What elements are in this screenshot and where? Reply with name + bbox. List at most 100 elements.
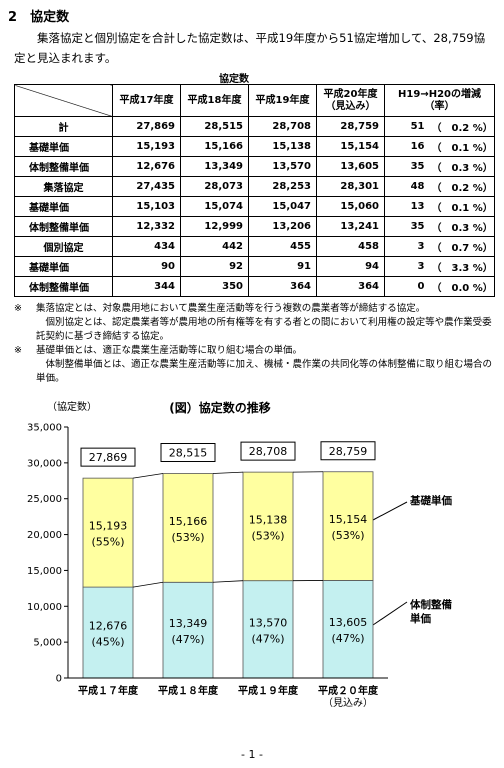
note-paragraph: 集落協定とは、対象農用地において農業生産活動等を行う複数の農業者等が締結する協定… bbox=[36, 303, 426, 314]
total-label: 27,869 bbox=[89, 451, 128, 464]
cell: 13,570 bbox=[248, 156, 317, 177]
x-tick-label: 平成１９年度 bbox=[238, 684, 299, 697]
corner-cell bbox=[14, 84, 113, 117]
column-label: 平成20年度 bbox=[323, 88, 378, 100]
value-label: 13,605 bbox=[329, 616, 368, 629]
rate-cell: （ 0.1 %） bbox=[429, 136, 496, 157]
share-label: (55%) bbox=[91, 536, 124, 549]
value-label: 15,138 bbox=[249, 513, 288, 526]
total-label: 28,515 bbox=[169, 447, 208, 460]
cell: 94 bbox=[316, 256, 385, 277]
cell: 344 bbox=[112, 276, 181, 297]
column-note: （率） bbox=[424, 100, 455, 112]
column-label: H19→H20の増減 bbox=[398, 88, 481, 100]
share-label: (53%) bbox=[251, 529, 284, 542]
bar-segment bbox=[82, 477, 134, 588]
y-tick-label: 5,000 bbox=[33, 638, 62, 649]
note-marker: ※ bbox=[14, 345, 22, 356]
cell: 455 bbox=[248, 236, 317, 257]
column-header: 平成19年度 bbox=[248, 84, 317, 117]
cell: 15,047 bbox=[248, 196, 317, 217]
column-header: 平成18年度 bbox=[180, 84, 249, 117]
bar-segment bbox=[322, 471, 374, 581]
row-label: 体制整備単価 bbox=[14, 216, 113, 237]
note-paragraph: 基礎単価とは、適正な農業生産活動等に取り組む場合の単価。 bbox=[36, 345, 303, 356]
table-row: 計 27,869 28,515 28,708 28,759 51 （ 0.2 %） bbox=[14, 116, 496, 137]
note-body: 基礎単価とは、適正な農業生産活動等に取り組む場合の単価。体制整備単価とは、適正な… bbox=[36, 344, 494, 386]
row-label: 個別協定 bbox=[14, 236, 113, 257]
y-tick-label: 20,000 bbox=[27, 530, 62, 541]
cell: 15,103 bbox=[112, 196, 181, 217]
table-row: 基礎単価 15,103 15,074 15,047 15,060 13 （ 0.1 %） bbox=[14, 196, 496, 217]
rate-cell: （ 0.2 %） bbox=[429, 176, 496, 197]
total-box bbox=[320, 441, 376, 461]
y-tick-label: 25,000 bbox=[27, 494, 62, 505]
column-header: 平成20年度 （見込み） bbox=[316, 84, 385, 117]
intro: 集落協定と個別協定を合計した協定数は、平成19年度から51協定増加して、28,7… bbox=[14, 31, 486, 65]
cell: 28,301 bbox=[316, 176, 385, 197]
rate-cell: （ 0.1 %） bbox=[429, 196, 496, 217]
value-label: 13,570 bbox=[249, 616, 288, 629]
rate-cell: （ 0.3 %） bbox=[429, 156, 496, 177]
cell: 92 bbox=[180, 256, 249, 277]
header-row: 平成17年度 平成18年度 平成19年度 平成20年度 （見込み） H19→H20の増減（… bbox=[14, 84, 496, 117]
table-row: 体制整備単価 12,332 12,999 13,206 13,241 35 （ 0.3 %） bbox=[14, 216, 496, 237]
cell: 12,676 bbox=[112, 156, 181, 177]
note-paragraph: 体制整備単価とは、適正な農業生産活動等に加え、機械・農作業の共同化等の体制整備に… bbox=[36, 359, 493, 384]
value-label: 15,166 bbox=[169, 515, 208, 528]
rate-cell: （ 0.3 %） bbox=[429, 216, 496, 237]
note-body: 集落協定とは、対象農用地において農業生産活動等を行う複数の農業者等が締結する協定… bbox=[36, 302, 494, 344]
cell: 15,060 bbox=[316, 196, 385, 217]
cell: 13,206 bbox=[248, 216, 317, 237]
change-cell: 16 bbox=[384, 136, 430, 157]
cell: 28,708 bbox=[248, 116, 317, 137]
value-label: 15,154 bbox=[329, 513, 368, 526]
cell: 15,193 bbox=[112, 136, 181, 157]
note: ※ 基礎単価とは、適正な農業生産活動等に取り組む場合の単価。体制整備単価とは、適正… bbox=[14, 344, 494, 386]
cell: 12,332 bbox=[112, 216, 181, 237]
table-row: 体制整備単価 12,676 13,349 13,570 13,605 35 （ 0.3 %） bbox=[14, 156, 496, 177]
cell: 442 bbox=[180, 236, 249, 257]
cell: 28,515 bbox=[180, 116, 249, 137]
share-label: (47%) bbox=[331, 632, 364, 645]
y-axis-label: （協定数） bbox=[47, 400, 97, 413]
table-row: 基礎単価 90 92 91 94 3 （ 3.3 %） bbox=[14, 256, 496, 277]
chart: (図）協定数の推移 （協定数） 0 5,000 10,000 15,000 20,000… bbox=[27, 400, 408, 709]
column-header: H19→H20の増減 （率） bbox=[383, 84, 496, 117]
column-label: 平成18年度 bbox=[187, 94, 242, 106]
row-label: 基礎単価 bbox=[14, 136, 113, 157]
cell: 364 bbox=[248, 276, 317, 297]
share-label: (53%) bbox=[171, 531, 204, 544]
cell: 15,074 bbox=[180, 196, 249, 217]
rate-cell: （ 0.7 %） bbox=[429, 236, 496, 257]
y-tick-label: 35,000 bbox=[27, 423, 62, 434]
table-row: 集落協定 27,435 28,073 28,253 28,301 48 （ 0.2 %） bbox=[14, 176, 496, 197]
cell: 15,138 bbox=[248, 136, 317, 157]
change-cell: 3 bbox=[384, 236, 430, 257]
chart-title: (図）協定数の推移 bbox=[169, 400, 271, 415]
legend-label: 基礎単価 bbox=[410, 495, 452, 507]
column-note: （見込み） bbox=[325, 100, 376, 112]
x-tick-note: （見込み） bbox=[323, 697, 373, 709]
table-row: 基礎単価 15,193 15,166 15,138 15,154 16 （ 0.1 %） bbox=[14, 136, 496, 157]
connector-line bbox=[132, 473, 164, 479]
cell: 15,154 bbox=[316, 136, 385, 157]
rate-cell: （ 0.0 %） bbox=[429, 276, 496, 297]
row-label: 基礎単価 bbox=[14, 196, 113, 217]
cell: 13,605 bbox=[316, 156, 385, 177]
cell: 91 bbox=[248, 256, 317, 277]
cell: 27,435 bbox=[112, 176, 181, 197]
row-label: 体制整備単価 bbox=[14, 276, 113, 297]
row-label: 体制整備単価 bbox=[14, 156, 113, 177]
leader-line bbox=[372, 601, 408, 626]
note-paragraph: 個別協定とは、認定農業者等が農用地の所有権等を有する者との間において利用権の設定… bbox=[36, 317, 492, 342]
connector-line bbox=[212, 580, 244, 583]
table-row: 個別協定 434 442 455 458 3 （ 0.7 %） bbox=[14, 236, 496, 257]
column-label: 平成19年度 bbox=[255, 94, 310, 106]
cell: 15,166 bbox=[180, 136, 249, 157]
row-label: 基礎単価 bbox=[14, 256, 113, 277]
bar-segment bbox=[162, 473, 214, 583]
heading-title: 協定数 bbox=[30, 10, 70, 25]
value-label: 15,193 bbox=[89, 520, 128, 533]
